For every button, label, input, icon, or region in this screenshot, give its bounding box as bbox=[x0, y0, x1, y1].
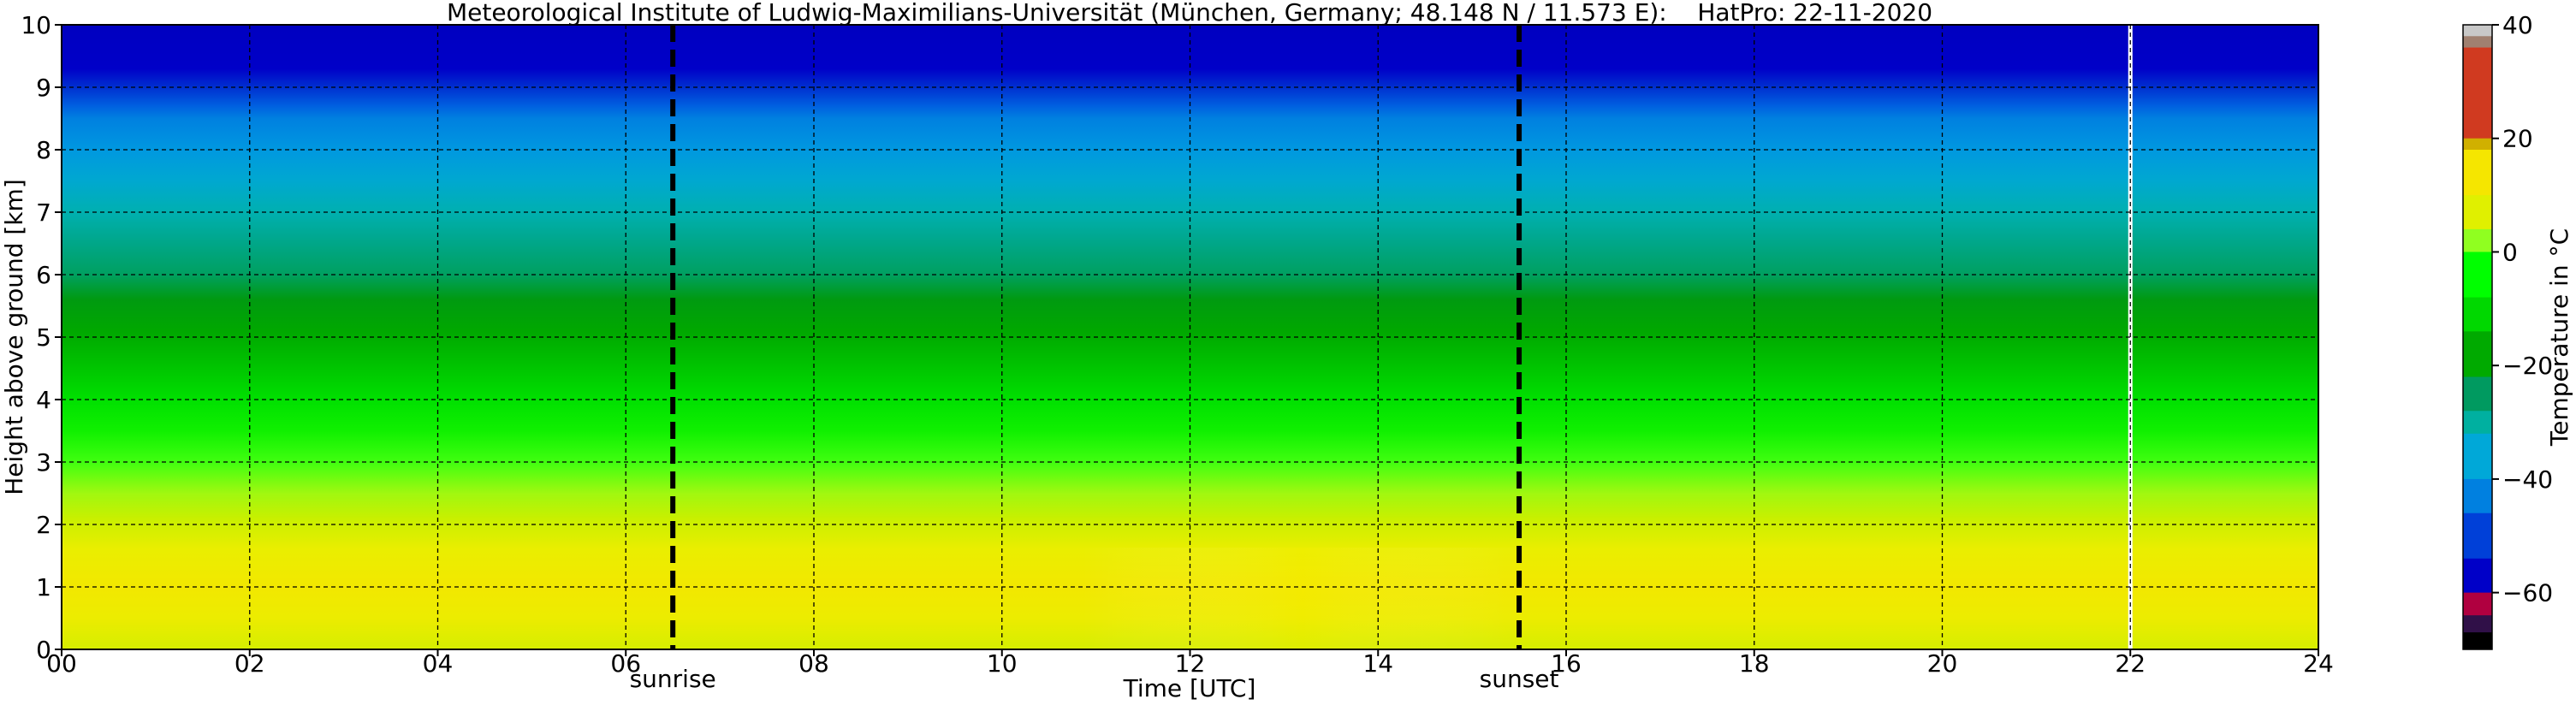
x-tick-label: 16 bbox=[1551, 649, 1582, 678]
x-tick-label: 06 bbox=[610, 649, 641, 678]
y-tick-label: 6 bbox=[36, 261, 51, 289]
colorbar-tick-label: −40 bbox=[2502, 465, 2553, 494]
colorbar-tick-label: 0 bbox=[2502, 238, 2518, 266]
y-tick-label: 4 bbox=[36, 386, 51, 414]
plot-area bbox=[61, 24, 2319, 650]
x-tick-label: 08 bbox=[798, 649, 829, 678]
x-tick-label: 00 bbox=[46, 649, 77, 678]
colorbar-segment bbox=[2463, 512, 2492, 560]
colorbar-axis: 40 20 0 −20 −40 −60 bbox=[2492, 11, 2553, 607]
y-tick-label: 7 bbox=[36, 198, 51, 227]
x-tick-label: 24 bbox=[2303, 649, 2334, 678]
x-tick-label: 04 bbox=[423, 649, 454, 678]
colorbar-segment bbox=[2463, 150, 2492, 196]
colorbar-label: Temperature in °C bbox=[2545, 228, 2573, 447]
colorbar-segment bbox=[2463, 25, 2492, 37]
colorbar-segment bbox=[2463, 138, 2492, 151]
colorbar-tick-label: −60 bbox=[2502, 579, 2553, 607]
y-tick-label: 5 bbox=[36, 323, 51, 352]
colorbar-segment bbox=[2463, 478, 2492, 514]
colorbar-segment bbox=[2463, 47, 2492, 139]
colorbar bbox=[2462, 24, 2493, 650]
y-tick-label: 10 bbox=[21, 11, 51, 39]
colorbar-segment bbox=[2463, 433, 2492, 480]
x-axis: sunrise sunset 00 02 04 06 08 10 12 14 16 18 20 22 24 bbox=[46, 649, 2334, 693]
colorbar-segment bbox=[2463, 331, 2492, 377]
colorbar-segment bbox=[2463, 297, 2492, 332]
x-tick-label: 12 bbox=[1175, 649, 1206, 678]
event-lines bbox=[670, 25, 1522, 649]
colorbar-segment bbox=[2463, 228, 2492, 252]
y-axis-label: Height above ground [km] bbox=[0, 179, 28, 495]
y-tick-label: 9 bbox=[36, 74, 51, 102]
x-tick-label: 18 bbox=[1739, 649, 1770, 678]
colorbar-segment bbox=[2463, 36, 2492, 49]
sunrise-label: sunrise bbox=[630, 665, 716, 693]
chart-title: Meteorological Institute of Ludwig-Maxim… bbox=[447, 0, 1932, 27]
x-tick-label: 14 bbox=[1362, 649, 1393, 678]
colorbar-segment bbox=[2463, 252, 2492, 299]
x-tick-label: 20 bbox=[1927, 649, 1958, 678]
x-tick-label: 22 bbox=[2115, 649, 2146, 678]
colorbar-tick-label: 40 bbox=[2502, 11, 2533, 39]
colorbar-segment bbox=[2463, 615, 2492, 633]
y-tick-label: 1 bbox=[36, 573, 51, 601]
colorbar-segment bbox=[2463, 376, 2492, 412]
y-tick-label: 3 bbox=[36, 448, 51, 477]
y-tick-label: 2 bbox=[36, 511, 51, 539]
colorbar-segment bbox=[2463, 558, 2492, 594]
x-tick-label: 10 bbox=[987, 649, 1018, 678]
colorbar-segment bbox=[2463, 195, 2492, 230]
x-axis-label: Time [UTC] bbox=[1123, 674, 1256, 702]
y-tick-label: 8 bbox=[36, 136, 51, 164]
colorbar-segment bbox=[2463, 632, 2492, 650]
colorbar-tick-label: 20 bbox=[2502, 125, 2533, 153]
x-tick-label: 02 bbox=[234, 649, 265, 678]
y-tick-label: 0 bbox=[36, 636, 51, 664]
colorbar-segment bbox=[2463, 411, 2492, 435]
colorbar-tick-label: −20 bbox=[2502, 352, 2553, 380]
y-axis: 0 1 2 3 4 5 6 7 8 9 10 bbox=[21, 11, 62, 664]
colorbar-frame bbox=[2462, 24, 2493, 650]
colorbar-segment bbox=[2463, 592, 2492, 616]
sunset-label: sunset bbox=[1480, 665, 1559, 693]
grid bbox=[62, 25, 2318, 649]
